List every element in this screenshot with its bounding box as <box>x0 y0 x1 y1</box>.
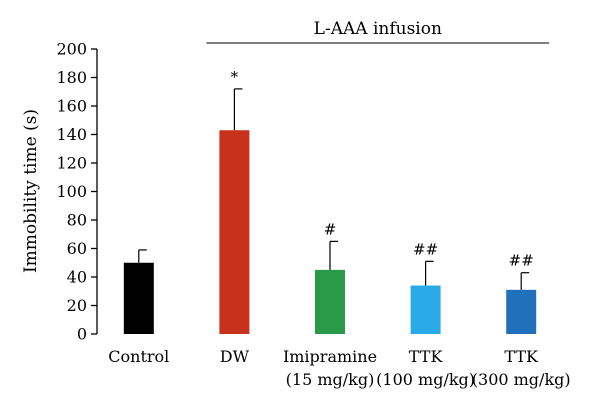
bar <box>506 289 537 334</box>
significance-mark: ## <box>509 252 534 270</box>
category-label: Control <box>108 347 169 366</box>
significance-mark: # <box>324 220 337 238</box>
category-label: (100 mg/kg) <box>376 370 475 389</box>
bar <box>123 262 154 334</box>
category-label: (300 mg/kg) <box>472 370 571 389</box>
group-label: L-AAA infusion <box>314 19 442 39</box>
bar <box>315 269 345 334</box>
bar <box>410 285 441 334</box>
error-bars <box>138 88 530 290</box>
y-tick-label: 200 <box>56 40 87 59</box>
y-tick-label: 140 <box>56 125 87 144</box>
category-label: DW <box>220 347 250 366</box>
significance-mark: ## <box>413 240 438 258</box>
category-labels: Control DW Imipramine (15 mg/kg) TTK (100 mg/… <box>108 347 570 389</box>
y-tick-label: 100 <box>56 182 87 201</box>
y-tick-label: 80 <box>67 211 87 230</box>
y-axis: 0 20 40 60 80 100 120 140 160 180 200 <box>56 40 98 344</box>
significance-mark: * <box>231 68 239 86</box>
category-label: (15 mg/kg) <box>286 370 375 389</box>
bars <box>123 130 537 334</box>
group-bracket: L-AAA infusion <box>206 19 550 44</box>
y-tick-label: 60 <box>67 239 87 258</box>
y-tick-label: 0 <box>77 325 87 344</box>
y-tick-label: 160 <box>56 97 87 116</box>
category-label: TTK <box>409 347 444 366</box>
significance-annotations: *##### <box>231 68 534 270</box>
y-tick-label: 20 <box>67 296 87 315</box>
y-tick-label: 180 <box>56 68 87 87</box>
bar <box>219 130 250 334</box>
y-axis-title: Immobility time (s) <box>21 109 41 273</box>
y-tick-label: 120 <box>56 154 87 173</box>
category-label: TTK <box>504 347 539 366</box>
category-label: Imipramine <box>283 347 377 366</box>
y-tick-label: 40 <box>67 268 87 287</box>
